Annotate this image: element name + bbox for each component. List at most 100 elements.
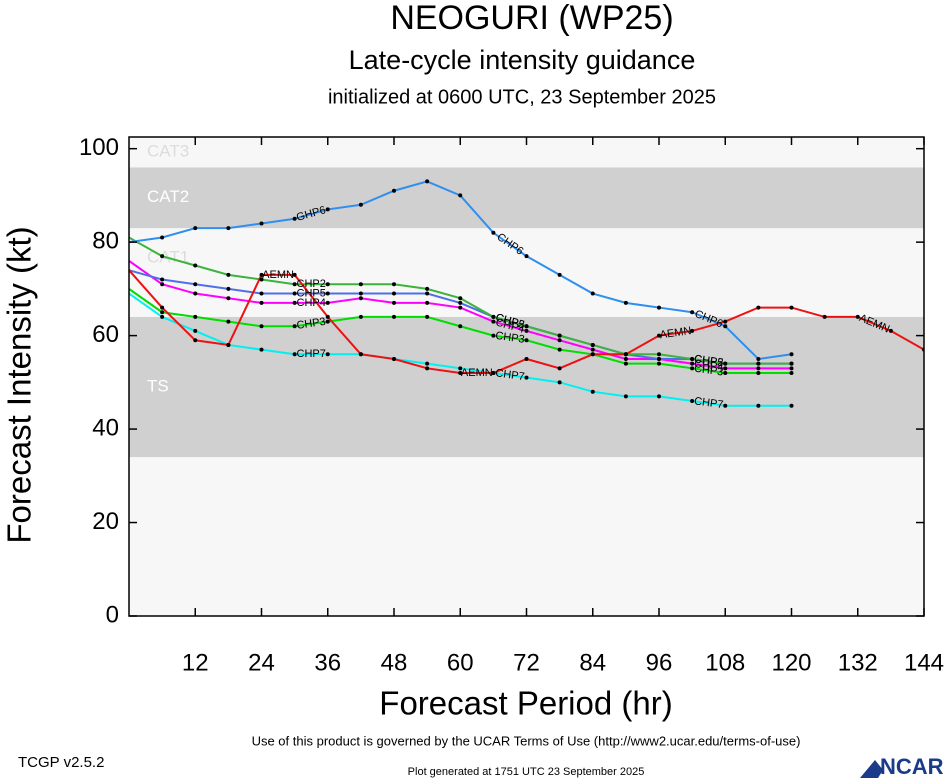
data-point [392, 282, 396, 287]
data-point [325, 207, 330, 212]
data-point [590, 291, 595, 296]
data-point [789, 403, 794, 408]
data-point [160, 282, 165, 287]
data-point [690, 361, 695, 366]
data-point [325, 282, 330, 287]
data-point [292, 352, 297, 357]
line-label: CHP5 [693, 353, 724, 369]
data-point [789, 305, 794, 310]
data-point [325, 300, 330, 305]
data-point [160, 254, 165, 259]
line-label: CHP3 [296, 316, 327, 332]
data-point [160, 310, 165, 315]
data-point [425, 291, 430, 296]
data-point [226, 319, 231, 324]
band-label: CAT2 [147, 187, 189, 206]
data-point [392, 356, 396, 361]
line-label: CHP4 [297, 297, 326, 309]
line-label: CHP7 [297, 348, 326, 360]
data-point [756, 403, 761, 408]
x-tick-label: 72 [513, 649, 540, 676]
data-point [358, 202, 363, 207]
data-point [491, 370, 496, 375]
y-tick-label: 0 [106, 601, 119, 628]
data-point [657, 352, 661, 357]
data-point [723, 403, 728, 408]
data-point [657, 333, 661, 338]
data-point [325, 352, 330, 357]
line-label: CHP3 [693, 363, 724, 379]
data-point [193, 314, 198, 319]
data-point [458, 300, 463, 305]
plot-area: TSCAT1CAT2CAT3CHP7CHP7CHP7CHP3CHP3CHP3CH… [129, 137, 924, 616]
data-point [259, 300, 264, 305]
data-point [193, 263, 198, 268]
data-point [193, 291, 198, 296]
data-point [657, 361, 661, 366]
data-point [623, 300, 628, 305]
data-point [657, 305, 661, 310]
data-point [756, 356, 761, 361]
data-point [425, 300, 430, 305]
data-point [590, 352, 595, 357]
data-point [690, 366, 695, 371]
chart-subtitle: Late-cycle intensity guidance [349, 45, 696, 75]
data-point [392, 291, 396, 296]
x-tick-label: 132 [838, 649, 878, 676]
data-point [723, 324, 728, 329]
terms-note: Use of this product is governed by the U… [252, 733, 801, 748]
data-point [690, 356, 695, 361]
line-label: CHP4 [693, 358, 724, 374]
data-point [193, 338, 198, 343]
y-tick-label: 20 [92, 508, 119, 535]
data-point [226, 226, 231, 231]
data-point [292, 272, 297, 277]
data-point [458, 324, 463, 329]
data-point [226, 286, 231, 291]
data-point [524, 338, 529, 343]
logo-mark [860, 760, 883, 778]
line-label: CHP3 [495, 330, 526, 346]
data-point [623, 361, 628, 366]
data-point [723, 366, 728, 371]
x-tick-label: 36 [314, 649, 341, 676]
data-point [756, 370, 761, 375]
data-point [756, 305, 761, 310]
y-tick-label: 100 [79, 134, 119, 161]
data-point [425, 179, 430, 184]
data-point [259, 324, 264, 329]
data-point [690, 310, 695, 315]
data-point [425, 314, 430, 319]
data-point [524, 356, 529, 361]
data-point [723, 370, 728, 375]
data-point [160, 277, 165, 282]
x-axis-title: Forecast Period (hr) [379, 685, 672, 722]
data-point [888, 328, 893, 333]
data-point [723, 319, 728, 324]
data-point [425, 366, 430, 371]
data-point [226, 272, 231, 277]
generated-note: Plot generated at 1751 UTC 23 September … [408, 766, 645, 778]
x-tick-label: 144 [904, 649, 944, 676]
data-point [193, 282, 198, 287]
intensity-band [129, 167, 924, 229]
data-point [756, 366, 761, 371]
data-point [491, 333, 496, 338]
ncar-logo: NCAR [860, 754, 944, 779]
data-point [358, 291, 363, 296]
x-tick-label: 108 [705, 649, 745, 676]
x-tick-label: 96 [646, 649, 673, 676]
data-point [160, 235, 165, 240]
data-point [789, 366, 794, 371]
data-point [259, 272, 264, 277]
data-point [524, 375, 529, 380]
data-point [259, 347, 264, 352]
x-tick-label: 24 [248, 649, 275, 676]
data-point [392, 300, 396, 305]
data-point [822, 314, 827, 319]
x-tick-label: 12 [182, 649, 209, 676]
data-point [789, 352, 794, 357]
version: TCGP v2.5.2 [18, 754, 104, 771]
data-point [458, 366, 463, 371]
data-point [557, 380, 562, 385]
